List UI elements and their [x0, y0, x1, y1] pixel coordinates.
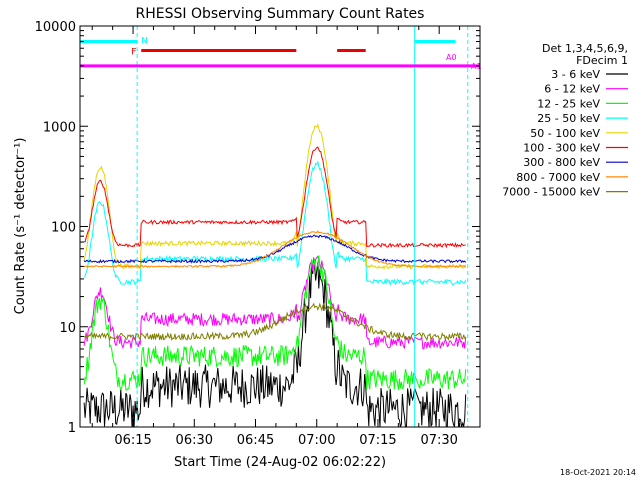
attenuator-label-a0: A0 [446, 53, 457, 62]
x-tick-label-1: 06:30 [176, 433, 213, 448]
legend-label-7: 800 - 7000 keV [516, 171, 600, 184]
y-tick-label-1: 10 [59, 321, 76, 336]
timestamp: 18-Oct-2021 20:14 [560, 468, 636, 477]
x-tick-label-0: 06:15 [114, 433, 151, 448]
y-tick-label-3: 1000 [43, 120, 76, 135]
legend-label-6: 300 - 800 keV [523, 156, 600, 169]
series-line-8 [83, 302, 466, 342]
legend-label-5: 100 - 300 keV [523, 142, 600, 155]
series-line-5 [83, 146, 466, 249]
series-line-1 [83, 255, 467, 350]
plot-frame [79, 25, 481, 428]
series-line-7 [83, 230, 467, 269]
x-tick-label-3: 07:00 [298, 433, 335, 448]
plot-area [83, 123, 467, 428]
night-label: N [141, 37, 148, 47]
series-line-6 [83, 234, 467, 264]
x-axis-label: Start Time (24-Aug-02 06:02:22) [174, 455, 386, 470]
x-tick-label-4: 07:15 [359, 433, 396, 448]
legend-label-1: 6 - 12 keV [544, 83, 600, 96]
x-tick-label-5: 07:30 [420, 433, 457, 448]
legend-label-8: 7000 - 15000 keV [502, 186, 600, 199]
legend-label-2: 12 - 25 keV [537, 97, 600, 110]
y-tick-label-0: 1 [68, 421, 76, 436]
y-axis: 1 10 100 1000 10000 [35, 20, 480, 436]
series-line-0 [83, 260, 467, 428]
series-line-3 [83, 160, 467, 287]
legend-label-3: 25 - 50 keV [537, 112, 600, 125]
legend-label-0: 3 - 6 keV [551, 68, 600, 81]
flare-label: F [131, 47, 136, 57]
x-tick-label-2: 06:45 [237, 433, 274, 448]
series-line-4 [83, 123, 467, 270]
legend: Det 1,3,4,5,6,9,FDecim 13 - 6 keV 6 - 12 … [502, 42, 628, 199]
y-tick-label-2: 100 [51, 221, 76, 236]
chart-title: RHESSI Observing Summary Count Rates [136, 6, 425, 22]
y-tick-label-4: 10000 [35, 20, 76, 35]
legend-header-line-0: Det 1,3,4,5,6,9, [542, 42, 628, 55]
legend-label-4: 50 - 100 keV [530, 127, 600, 140]
y-axis-label: Count Rate (s⁻¹ detector⁻¹) [13, 138, 28, 315]
legend-header-line-1: FDecim 1 [576, 54, 628, 67]
x-axis: 06:15 06:30 06:45 07:00 07:15 07:30 [91, 26, 461, 448]
series-line-2 [83, 255, 467, 391]
